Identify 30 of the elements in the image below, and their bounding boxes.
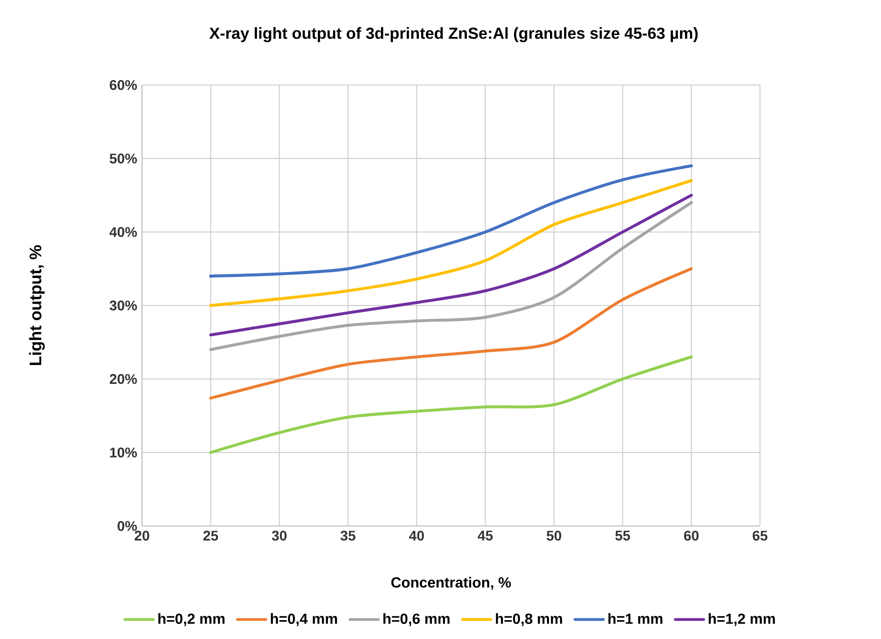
- x-tick-label: 60: [684, 530, 699, 541]
- y-tick-label: 30%: [110, 300, 137, 310]
- chart-title: X-ray light output of 3d-printed ZnSe:Al (granules size 45-63 µm): [209, 27, 698, 42]
- x-tick-label: 65: [752, 530, 768, 541]
- y-axis-title: Light output, %: [29, 245, 45, 366]
- line-series: [209, 164, 693, 278]
- legend-label: h=0,2 mm: [158, 613, 224, 626]
- x-axis-title: Concentration, %: [391, 576, 511, 590]
- legend-label: h=0,8 mm: [496, 613, 562, 626]
- y-tick-label: 10%: [110, 448, 137, 458]
- x-tick-label: 25: [203, 530, 218, 541]
- line-series: [209, 355, 693, 454]
- x-tick-label: 50: [546, 530, 562, 541]
- legend-label: h=1,2 mm: [708, 613, 775, 626]
- y-tick-label: 50%: [110, 154, 137, 164]
- x-tick-label: 30: [272, 530, 287, 541]
- legend-label: h=0,4 mm: [270, 613, 337, 626]
- x-tick-label: 20: [134, 530, 150, 541]
- y-tick-label: 0%: [118, 521, 137, 531]
- y-tick-label: 20%: [110, 374, 137, 384]
- line-series: [209, 179, 693, 307]
- y-tick-label: 60%: [110, 80, 137, 90]
- x-tick-label: 35: [340, 530, 356, 541]
- y-tick-label: 40%: [109, 227, 137, 237]
- legend-label: h=0,6 mm: [383, 613, 450, 626]
- x-tick-label: 45: [478, 530, 493, 540]
- x-tick-label: 40: [409, 530, 424, 541]
- line-series: [209, 267, 693, 400]
- x-tick-label: 55: [615, 530, 630, 540]
- legend-label: h=1 mm: [608, 613, 662, 624]
